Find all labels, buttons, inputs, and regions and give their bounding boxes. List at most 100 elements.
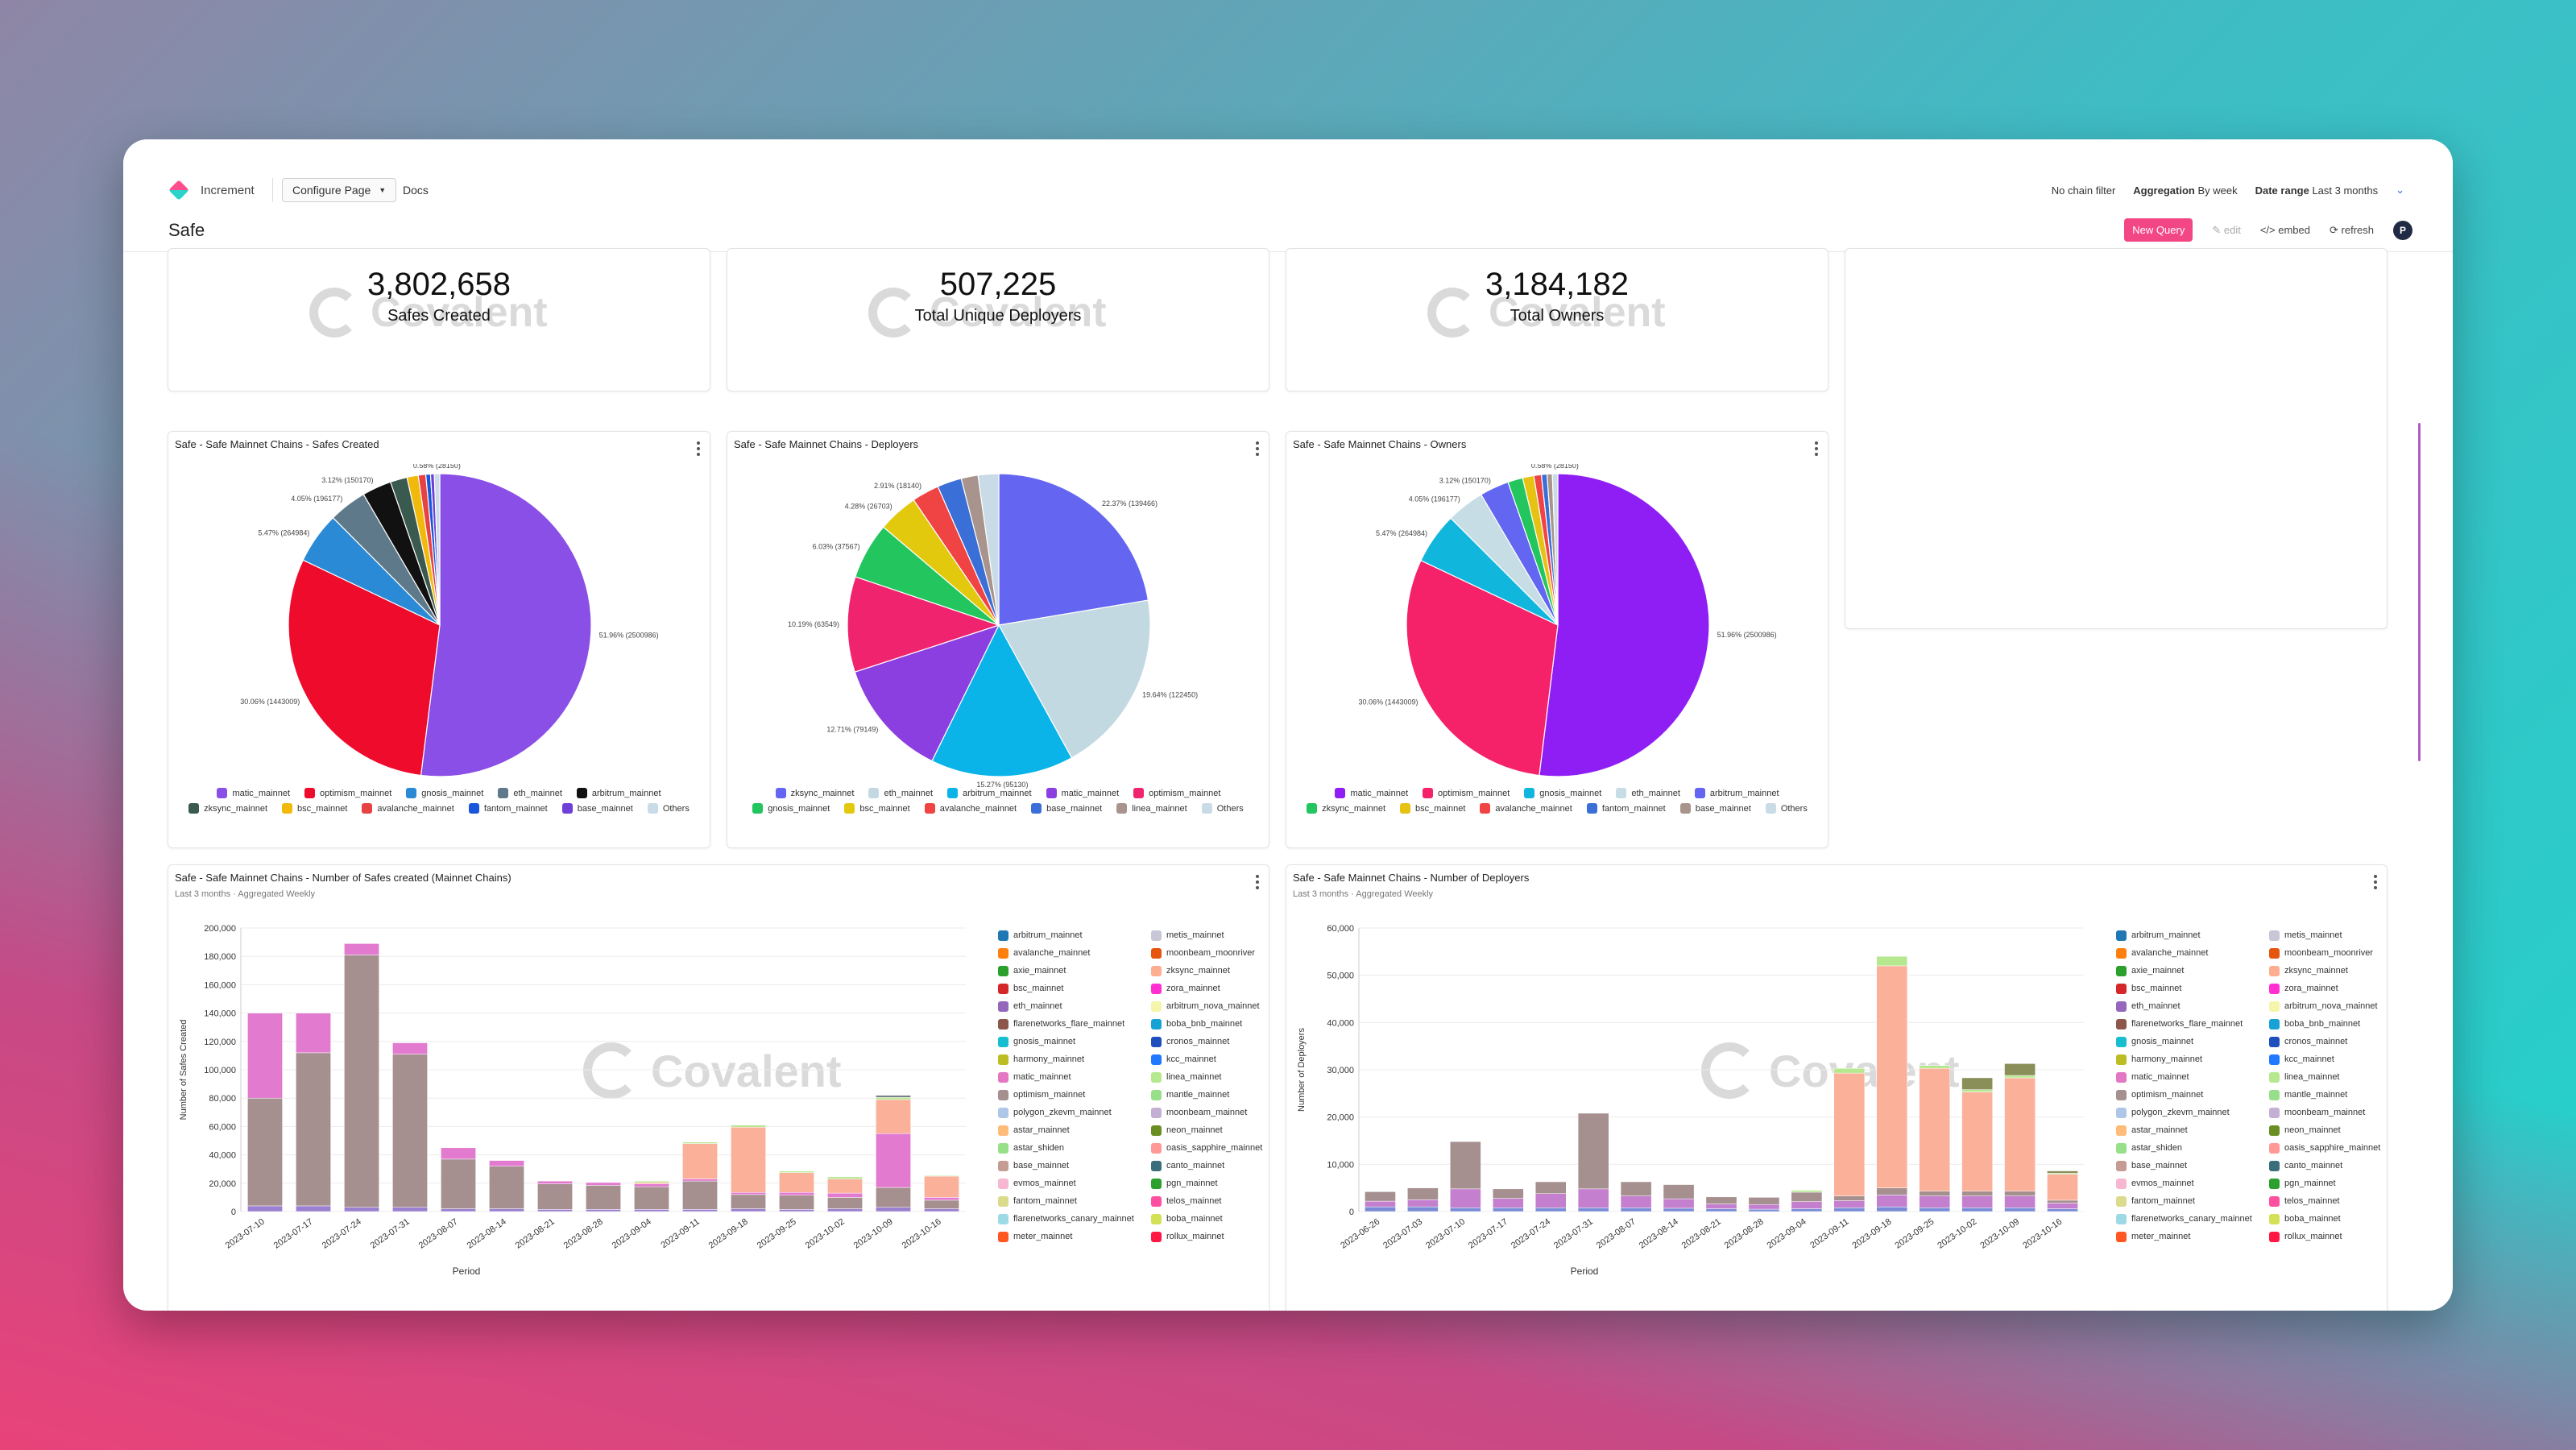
bar-segment[interactable] bbox=[634, 1183, 669, 1187]
bar-segment[interactable] bbox=[682, 1209, 718, 1212]
bar-segment[interactable] bbox=[1961, 1092, 1993, 1192]
bar-segment[interactable] bbox=[827, 1192, 863, 1198]
pie-slice[interactable] bbox=[854, 624, 1000, 762]
bar-segment[interactable] bbox=[586, 1182, 621, 1186]
legend-item[interactable]: optimism_mainnet bbox=[304, 788, 391, 798]
brand[interactable]: Increment bbox=[168, 180, 255, 201]
scrollbar[interactable] bbox=[2418, 423, 2421, 761]
legend-item[interactable]: bsc_mainnet bbox=[282, 803, 347, 814]
legend-item[interactable]: telos_mainnet bbox=[2269, 1194, 2387, 1208]
configure-page-button[interactable]: Configure Page ▼ bbox=[282, 178, 397, 202]
legend-item[interactable]: base_mainnet bbox=[561, 803, 633, 814]
legend-item[interactable]: arbitrum_nova_mainnet bbox=[1151, 999, 1269, 1013]
bar-segment[interactable] bbox=[876, 1133, 911, 1188]
bar-segment[interactable] bbox=[924, 1208, 959, 1212]
legend-item[interactable]: matic_mainnet bbox=[2116, 1070, 2269, 1084]
bar-segment[interactable] bbox=[1705, 1208, 1737, 1212]
legend-item[interactable]: linea_mainnet bbox=[2269, 1070, 2387, 1084]
bar-segment[interactable] bbox=[827, 1179, 863, 1194]
legend-item[interactable]: astar_mainnet bbox=[998, 1123, 1151, 1137]
new-query-button[interactable]: New Query bbox=[2124, 218, 2193, 242]
chain-filter[interactable]: No chain filter bbox=[2051, 184, 2116, 197]
bar-segment[interactable] bbox=[1791, 1190, 1823, 1193]
bar-segment[interactable] bbox=[344, 943, 379, 955]
legend-item[interactable]: canto_mainnet bbox=[1151, 1158, 1269, 1173]
legend-item[interactable]: base_mainnet bbox=[998, 1158, 1151, 1173]
bar-segment[interactable] bbox=[1705, 1196, 1737, 1204]
legend-item[interactable]: gnosis_mainnet bbox=[998, 1034, 1151, 1049]
bar-segment[interactable] bbox=[731, 1191, 766, 1195]
legend-item[interactable]: fantom_mainnet bbox=[1586, 803, 1666, 814]
legend-item[interactable]: Others bbox=[647, 803, 690, 814]
more-options-icon[interactable] bbox=[1256, 441, 1259, 456]
bar-segment[interactable] bbox=[1919, 1208, 1951, 1212]
bar-segment[interactable] bbox=[1620, 1195, 1652, 1208]
bar-segment[interactable] bbox=[1663, 1184, 1695, 1199]
legend-item[interactable]: fantom_mainnet bbox=[468, 803, 548, 814]
bar-segment[interactable] bbox=[1365, 1200, 1396, 1208]
legend-item[interactable]: matic_mainnet bbox=[217, 788, 290, 798]
legend-item[interactable]: optimism_mainnet bbox=[1423, 788, 1510, 798]
pie-slice[interactable] bbox=[931, 624, 1073, 777]
legend-item[interactable]: base_mainnet bbox=[2116, 1158, 2269, 1173]
legend-item[interactable]: pgn_mainnet bbox=[2269, 1176, 2387, 1191]
bar-segment[interactable] bbox=[2004, 1075, 2036, 1079]
bar-segment[interactable] bbox=[924, 1199, 959, 1209]
legend-item[interactable]: zksync_mainnet bbox=[775, 788, 854, 798]
more-options-icon[interactable] bbox=[1815, 441, 1818, 456]
bar-segment[interactable] bbox=[2004, 1208, 2036, 1212]
legend-item[interactable]: gnosis_mainnet bbox=[406, 788, 483, 798]
bar-segment[interactable] bbox=[489, 1208, 524, 1212]
bar-segment[interactable] bbox=[876, 1097, 911, 1100]
legend-item[interactable]: kcc_mainnet bbox=[1151, 1052, 1269, 1067]
legend-item[interactable]: arbitrum_mainnet bbox=[947, 788, 1032, 798]
bar-segment[interactable] bbox=[537, 1180, 573, 1184]
bar-segment[interactable] bbox=[344, 1207, 379, 1212]
legend-item[interactable]: matic_mainnet bbox=[1335, 788, 1408, 798]
refresh-button[interactable]: ⟳ refresh bbox=[2330, 224, 2374, 237]
bar-segment[interactable] bbox=[296, 1052, 331, 1207]
legend-item[interactable]: boba_bnb_mainnet bbox=[1151, 1017, 1269, 1031]
bar-segment[interactable] bbox=[441, 1147, 476, 1160]
legend-item[interactable]: pgn_mainnet bbox=[1151, 1176, 1269, 1191]
legend-item[interactable]: telos_mainnet bbox=[1151, 1194, 1269, 1208]
legend-item[interactable]: optimism_mainnet bbox=[2116, 1088, 2269, 1102]
bar-segment[interactable] bbox=[924, 1174, 959, 1177]
legend-item[interactable]: optimism_mainnet bbox=[1133, 788, 1220, 798]
bar-segment[interactable] bbox=[1791, 1208, 1823, 1212]
legend-item[interactable]: arbitrum_nova_mainnet bbox=[2269, 999, 2387, 1013]
bar-segment[interactable] bbox=[634, 1180, 669, 1183]
bar-segment[interactable] bbox=[1876, 1187, 1908, 1195]
bar-segment[interactable] bbox=[1450, 1188, 1481, 1208]
bar-segment[interactable] bbox=[1450, 1208, 1481, 1212]
bar-segment[interactable] bbox=[634, 1209, 669, 1212]
bar-segment[interactable] bbox=[2047, 1203, 2078, 1209]
bar-segment[interactable] bbox=[392, 1042, 428, 1054]
legend-item[interactable]: polygon_zkevm_mainnet bbox=[998, 1105, 1151, 1120]
legend-item[interactable]: zora_mainnet bbox=[1151, 981, 1269, 996]
bar-segment[interactable] bbox=[1961, 1089, 1993, 1092]
date-range-filter[interactable]: Date range Last 3 months bbox=[2255, 184, 2378, 197]
bar-segment[interactable] bbox=[1833, 1208, 1866, 1212]
pie-slice[interactable] bbox=[998, 473, 1149, 626]
bar-segment[interactable] bbox=[731, 1208, 766, 1212]
legend-item[interactable]: polygon_zkevm_mainnet bbox=[2116, 1105, 2269, 1120]
legend-item[interactable]: astar_mainnet bbox=[2116, 1123, 2269, 1137]
legend-item[interactable]: canto_mainnet bbox=[2269, 1158, 2387, 1173]
legend-item[interactable]: bsc_mainnet bbox=[844, 803, 910, 814]
bar-segment[interactable] bbox=[2047, 1174, 2078, 1201]
bar-segment[interactable] bbox=[2047, 1170, 2078, 1174]
legend-item[interactable]: avalanche_mainnet bbox=[2116, 946, 2269, 960]
bar-segment[interactable] bbox=[876, 1207, 911, 1212]
legend-item[interactable]: base_mainnet bbox=[1031, 803, 1102, 814]
bar-segment[interactable] bbox=[1876, 965, 1908, 1188]
bar-segment[interactable] bbox=[1365, 1191, 1396, 1202]
bar-segment[interactable] bbox=[392, 1054, 428, 1208]
legend-item[interactable]: eth_mainnet bbox=[498, 788, 562, 798]
bar-segment[interactable] bbox=[1407, 1187, 1439, 1200]
legend-item[interactable]: gnosis_mainnet bbox=[752, 803, 830, 814]
more-options-icon[interactable] bbox=[697, 441, 700, 456]
bar-segment[interactable] bbox=[827, 1208, 863, 1212]
bar-segment[interactable] bbox=[489, 1160, 524, 1166]
bar-segment[interactable] bbox=[1961, 1191, 1993, 1196]
